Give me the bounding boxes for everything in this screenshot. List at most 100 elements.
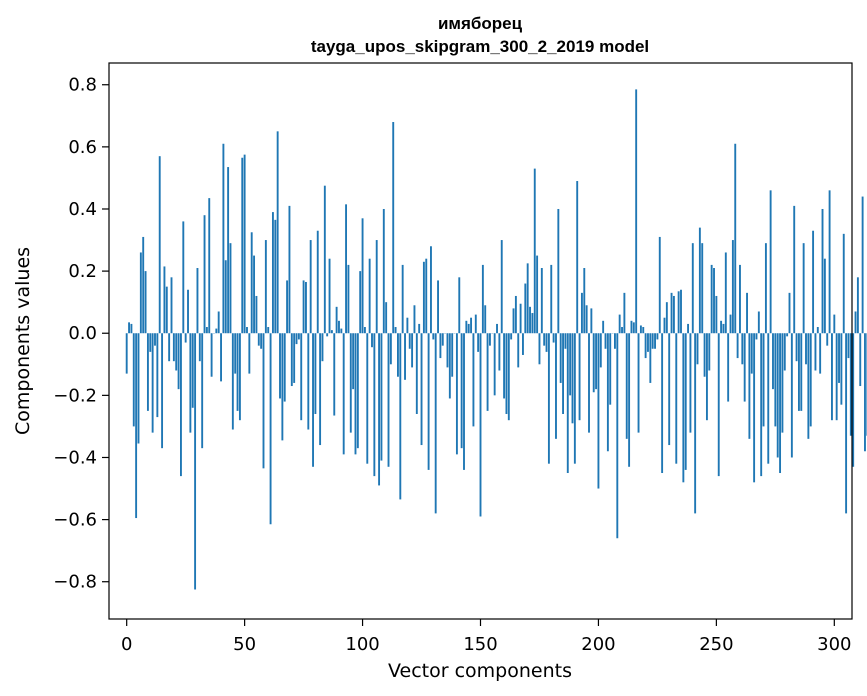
bar-component-87 xyxy=(330,330,333,334)
bar-component-275 xyxy=(774,333,777,427)
bar-component-95 xyxy=(349,333,352,433)
bar-component-111 xyxy=(387,333,390,467)
bar-component-64 xyxy=(276,131,279,334)
bar-component-235 xyxy=(680,289,682,334)
bar-component-33 xyxy=(203,215,206,334)
bar-component-218 xyxy=(639,325,642,334)
bar-component-205 xyxy=(609,333,612,405)
bar-component-209 xyxy=(618,314,621,334)
bar-component-178 xyxy=(545,333,548,352)
bar-component-306 xyxy=(847,333,850,359)
bars-group xyxy=(125,89,867,590)
bar-component-261 xyxy=(741,333,744,365)
bar-component-262 xyxy=(743,333,746,402)
bar-component-100 xyxy=(361,218,364,334)
bar-component-287 xyxy=(802,243,805,334)
bar-component-182 xyxy=(555,333,557,439)
bar-component-286 xyxy=(800,333,803,411)
bar-component-115 xyxy=(397,333,399,377)
bar-component-112 xyxy=(389,333,392,365)
bar-component-175 xyxy=(538,333,541,365)
x-axis-ticks: 0 50 100 150 200 250 300 xyxy=(121,619,851,655)
bar-component-85 xyxy=(326,333,329,337)
bar-component-20 xyxy=(172,333,175,362)
bar-component-31 xyxy=(198,333,201,362)
bar-component-191 xyxy=(576,181,579,334)
bar-component-257 xyxy=(731,240,734,334)
chart-title: имяборец xyxy=(438,14,523,33)
bar-component-58 xyxy=(262,333,265,469)
bar-component-239 xyxy=(689,333,692,433)
bar-component-74 xyxy=(300,333,303,421)
bar-component-108 xyxy=(380,333,383,461)
bar-component-165 xyxy=(514,295,517,334)
bar-component-24 xyxy=(182,221,185,334)
bar-component-217 xyxy=(637,333,640,433)
bar-component-104 xyxy=(371,333,373,348)
bar-component-189 xyxy=(571,333,574,424)
bar-component-53 xyxy=(250,232,253,334)
bar-component-127 xyxy=(425,258,428,334)
bar-component-86 xyxy=(328,258,331,334)
bar-component-179 xyxy=(547,333,550,464)
bar-component-187 xyxy=(566,333,569,474)
bar-component-194 xyxy=(583,268,586,334)
bar-component-90 xyxy=(338,320,340,334)
bar-component-276 xyxy=(776,333,779,458)
bar-component-312 xyxy=(861,196,864,334)
bar-component-274 xyxy=(772,333,774,390)
bar-component-229 xyxy=(665,302,668,334)
bar-component-146 xyxy=(470,317,473,334)
bar-component-250 xyxy=(715,295,718,334)
bar-component-181 xyxy=(552,333,555,343)
bar-component-163 xyxy=(510,333,513,340)
bar-component-162 xyxy=(507,333,510,421)
bar-component-281 xyxy=(788,292,791,334)
bar-component-153 xyxy=(486,333,489,411)
y-axis-label: Components values xyxy=(12,247,34,435)
bar-component-298 xyxy=(828,190,831,334)
bar-component-237 xyxy=(684,333,687,470)
bar-component-304 xyxy=(842,233,845,334)
bar-component-116 xyxy=(399,333,402,500)
bar-component-251 xyxy=(717,333,720,477)
bar-component-44 xyxy=(229,243,232,334)
bar-component-272 xyxy=(767,333,770,464)
bar-component-22 xyxy=(177,333,180,390)
bar-component-4 xyxy=(135,333,138,519)
bar-component-293 xyxy=(816,327,819,334)
bar-component-313 xyxy=(864,333,866,452)
bar-component-149 xyxy=(477,333,480,352)
y-tick-label: −0.6 xyxy=(53,510,97,531)
bar-component-267 xyxy=(755,333,758,340)
bar-component-216 xyxy=(635,89,638,334)
bar-component-117 xyxy=(401,264,404,334)
bar-component-252 xyxy=(720,320,723,334)
bar-component-284 xyxy=(795,333,798,362)
bar-component-270 xyxy=(762,333,765,427)
bar-component-265 xyxy=(750,333,753,374)
bar-component-307 xyxy=(849,333,852,436)
bar-component-2 xyxy=(130,323,133,334)
bar-component-166 xyxy=(517,333,520,368)
bar-component-46 xyxy=(234,333,237,374)
bar-component-98 xyxy=(356,333,359,449)
bar-component-25 xyxy=(184,333,187,343)
bar-component-65 xyxy=(279,333,281,399)
bar-component-16 xyxy=(163,266,166,334)
bar-component-203 xyxy=(604,333,607,349)
bar-component-71 xyxy=(293,333,296,383)
y-tick-label: 0.6 xyxy=(68,137,97,158)
bar-component-57 xyxy=(260,333,263,349)
bar-component-266 xyxy=(753,333,756,483)
bar-component-144 xyxy=(465,320,468,334)
bar-component-253 xyxy=(722,323,725,334)
bar-component-192 xyxy=(578,333,581,421)
bar-component-134 xyxy=(441,333,444,346)
bar-component-141 xyxy=(458,277,461,334)
bar-component-136 xyxy=(446,333,449,368)
bar-component-260 xyxy=(739,264,741,334)
bar-component-96 xyxy=(352,333,355,390)
bar-component-148 xyxy=(474,314,477,334)
